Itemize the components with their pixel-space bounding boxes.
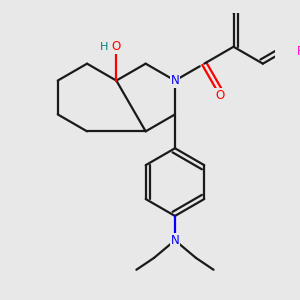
Text: F: F (297, 45, 300, 58)
Text: N: N (171, 74, 179, 87)
Text: H: H (100, 42, 108, 52)
Text: O: O (112, 40, 121, 53)
Text: O: O (215, 89, 224, 102)
Text: N: N (171, 234, 179, 247)
